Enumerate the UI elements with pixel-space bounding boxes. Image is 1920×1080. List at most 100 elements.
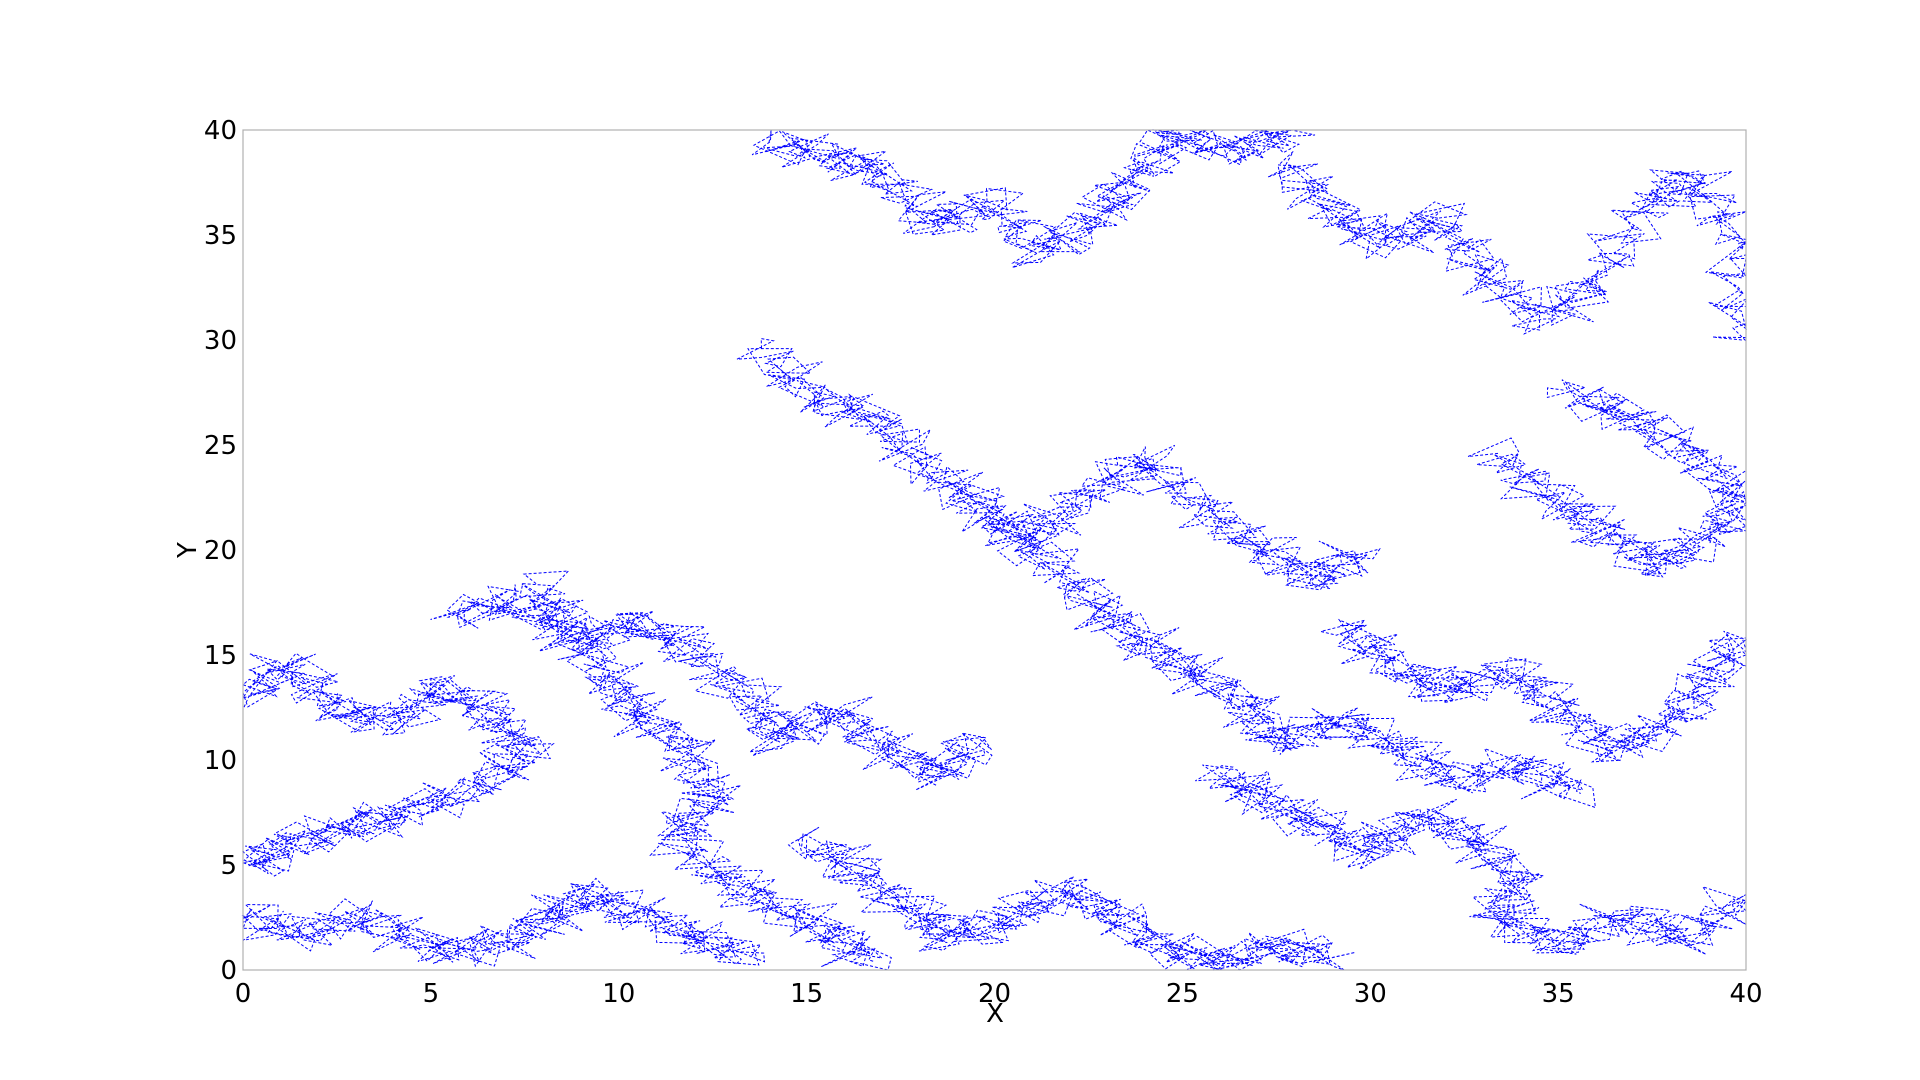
y-tick-label: 40 (204, 116, 237, 146)
trajectory-line (1534, 483, 1626, 543)
trajectory-line (1073, 594, 1162, 656)
trajectory-line (915, 732, 993, 791)
trajectory-line (1223, 693, 1299, 751)
trajectory-line (241, 829, 308, 877)
trajectory-line (1667, 171, 1747, 251)
y-tick-label: 5 (220, 851, 237, 881)
trajectory-line (1639, 524, 1726, 578)
trajectory-line (449, 743, 555, 807)
x-tick-label: 15 (790, 979, 823, 1009)
trajectory-line (1684, 630, 1748, 693)
x-tick-label: 0 (235, 979, 252, 1009)
trajectory-line (241, 652, 307, 710)
trajectory-line (430, 585, 537, 629)
trajectory-line (273, 811, 371, 856)
trajectory-line (961, 505, 1076, 570)
trajectory-line (1123, 627, 1209, 682)
trajectory-line (1435, 747, 1547, 793)
y-tick-label: 35 (204, 221, 237, 251)
trajectory-line (1011, 211, 1118, 264)
trajectory-line (903, 187, 1008, 236)
trajectory-line (1178, 497, 1273, 555)
trajectory-line (1590, 711, 1682, 763)
trajectory-line (1267, 151, 1361, 226)
trajectory-line (805, 924, 892, 971)
trajectory-line (1578, 518, 1674, 577)
trajectory-line (1663, 885, 1748, 947)
y-axis-ticks: 0 5 10 15 20 25 30 35 40 (204, 116, 237, 986)
y-tick-label: 0 (220, 956, 237, 986)
trajectory-line (1414, 658, 1527, 704)
trajectory-line (1014, 489, 1111, 553)
trajectory-line (613, 699, 712, 755)
trajectory-line (1091, 903, 1182, 961)
x-axis-ticks: 0 5 10 15 20 25 30 35 40 (235, 979, 1763, 1009)
trajectory-line (1455, 825, 1546, 885)
trajectory-line (381, 676, 471, 735)
trajectory-line (1046, 878, 1139, 928)
trajectory-line (659, 736, 735, 806)
trajectory-line (1374, 650, 1467, 702)
trajectory-line (1320, 618, 1416, 676)
trajectory-line (1531, 697, 1632, 763)
trajectory-line (1623, 169, 1708, 219)
trajectory-line (1402, 798, 1491, 850)
trajectory-line (1578, 197, 1669, 292)
trajectory-line (1285, 540, 1381, 591)
trajectory-line (1256, 707, 1369, 755)
series-layer (241, 129, 1748, 971)
trajectory-line (1241, 784, 1348, 837)
trajectory-line (787, 826, 883, 882)
trajectory-line (909, 452, 1006, 513)
trajectory-line (1523, 269, 1610, 335)
trajectory-line (951, 486, 1059, 554)
y-axis-title: Y (173, 542, 203, 559)
trajectory-line (1129, 444, 1219, 511)
trajectory-line (828, 857, 936, 923)
trajectory-line (848, 410, 943, 480)
x-tick-label: 25 (1166, 979, 1199, 1009)
trajectory-line (751, 129, 841, 170)
trajectory-line (657, 784, 741, 838)
y-tick-label: 15 (204, 641, 237, 671)
x-tick-label: 20 (978, 979, 1011, 1009)
trajectory-line (1149, 932, 1245, 971)
trajectory-line (241, 903, 316, 952)
trajectory-line (1307, 202, 1402, 259)
trajectory-line (1688, 487, 1747, 548)
trajectory-line (1473, 907, 1586, 955)
trajectory-line (1076, 165, 1151, 230)
trajectory-line (1415, 202, 1510, 290)
trajectory-line (1195, 764, 1282, 814)
trajectory-line (815, 696, 901, 756)
trajectory-line (353, 900, 448, 962)
trajectory-line (923, 909, 1028, 951)
x-tick-label: 35 (1542, 979, 1575, 1009)
trajectory-line (565, 877, 658, 924)
trajectory-line (803, 384, 901, 434)
trajectory-line (1462, 257, 1561, 331)
trajectory-line (810, 142, 907, 185)
trajectory-line (1608, 905, 1707, 955)
trajectory-line (468, 706, 552, 763)
trajectory-line (469, 907, 571, 968)
trajectory-line (1500, 755, 1596, 809)
trajectory-line (399, 927, 501, 967)
trajectory-line (649, 822, 742, 887)
x-tick-label: 40 (1729, 979, 1762, 1009)
trajectory-line (567, 611, 668, 653)
trajectory-line (663, 638, 770, 703)
trajectory-line (736, 337, 826, 413)
trajectory-line (1365, 201, 1468, 261)
trajectory-line (1171, 656, 1274, 711)
trajectory-line (265, 653, 363, 719)
trajectory-line (972, 187, 1061, 268)
trajectory-line (1297, 810, 1396, 870)
trajectory-line (1250, 928, 1356, 971)
trajectory-line (728, 684, 801, 756)
trajectory-line (680, 921, 766, 966)
trajectory-line (1605, 403, 1708, 461)
plot-background (243, 130, 1746, 970)
trajectory-line (315, 693, 406, 736)
